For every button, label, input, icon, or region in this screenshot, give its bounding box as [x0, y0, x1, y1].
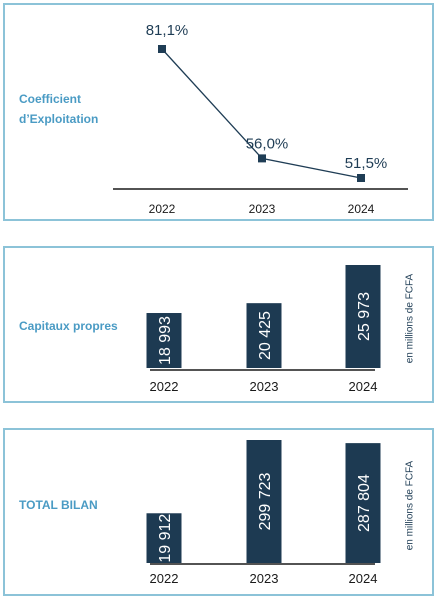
equity-bar-chart: 18 993 2022 20 425 2023 25 973 2024 — [146, 265, 381, 394]
bar — [246, 303, 282, 368]
bar-value-label: 25 973 — [356, 292, 373, 341]
bar-value-label: 18 993 — [157, 316, 174, 365]
bar-value-label: 19 912 — [157, 514, 174, 563]
bar — [345, 443, 381, 563]
equity-label: Capitaux propres — [19, 319, 118, 333]
x-tick-label: 2024 — [349, 379, 378, 394]
x-tick-label: 2023 — [250, 379, 279, 394]
operating-ratio-panel: Coefficient d’Exploitation 81,1% 2022 56,0… — [3, 3, 434, 221]
data-point-marker — [258, 154, 266, 163]
bar — [146, 513, 182, 563]
operating-ratio-label-line2: d’Exploitation — [19, 112, 99, 126]
x-tick-label: 2022 — [150, 571, 179, 586]
data-label: 81,1% — [146, 22, 189, 39]
x-tick-label: 2022 — [150, 379, 179, 394]
bar — [246, 440, 282, 563]
total-balance-unit-label: en millions de FCFA — [404, 460, 416, 551]
bar — [146, 313, 182, 368]
operating-ratio-label-line1: Coefficient — [19, 92, 82, 106]
x-tick-label: 2023 — [249, 202, 276, 216]
data-point-marker — [158, 45, 166, 53]
total-balance-bar-chart: 19 912 2022 299 723 2023 287 804 2024 — [146, 440, 381, 586]
equity-panel: Capitaux propres 18 993 2022 20 425 2023 25 … — [3, 246, 434, 403]
bar-value-label: 287 804 — [356, 474, 373, 532]
bar — [345, 265, 381, 368]
data-label: 51,5% — [345, 155, 388, 172]
x-tick-label: 2023 — [250, 571, 279, 586]
data-label: 56,0% — [246, 135, 289, 152]
x-tick-label: 2022 — [149, 202, 176, 216]
x-tick-label: 2024 — [349, 571, 378, 586]
bar-value-label: 20 425 — [257, 311, 274, 360]
total-balance-panel: TOTAL BILAN 19 912 2022 299 723 2023 287 804… — [3, 428, 434, 596]
operating-ratio-label: Coefficient d’Exploitation — [19, 89, 98, 129]
bar-value-label: 299 723 — [257, 472, 274, 530]
data-point-marker — [357, 174, 365, 182]
equity-unit-label: en millions de FCFA — [404, 273, 416, 364]
x-tick-label: 2024 — [348, 202, 375, 216]
total-balance-label: TOTAL BILAN — [19, 498, 98, 512]
operating-ratio-line-chart: 81,1% 2022 56,0% 2023 51,5% 2024 — [113, 22, 408, 216]
